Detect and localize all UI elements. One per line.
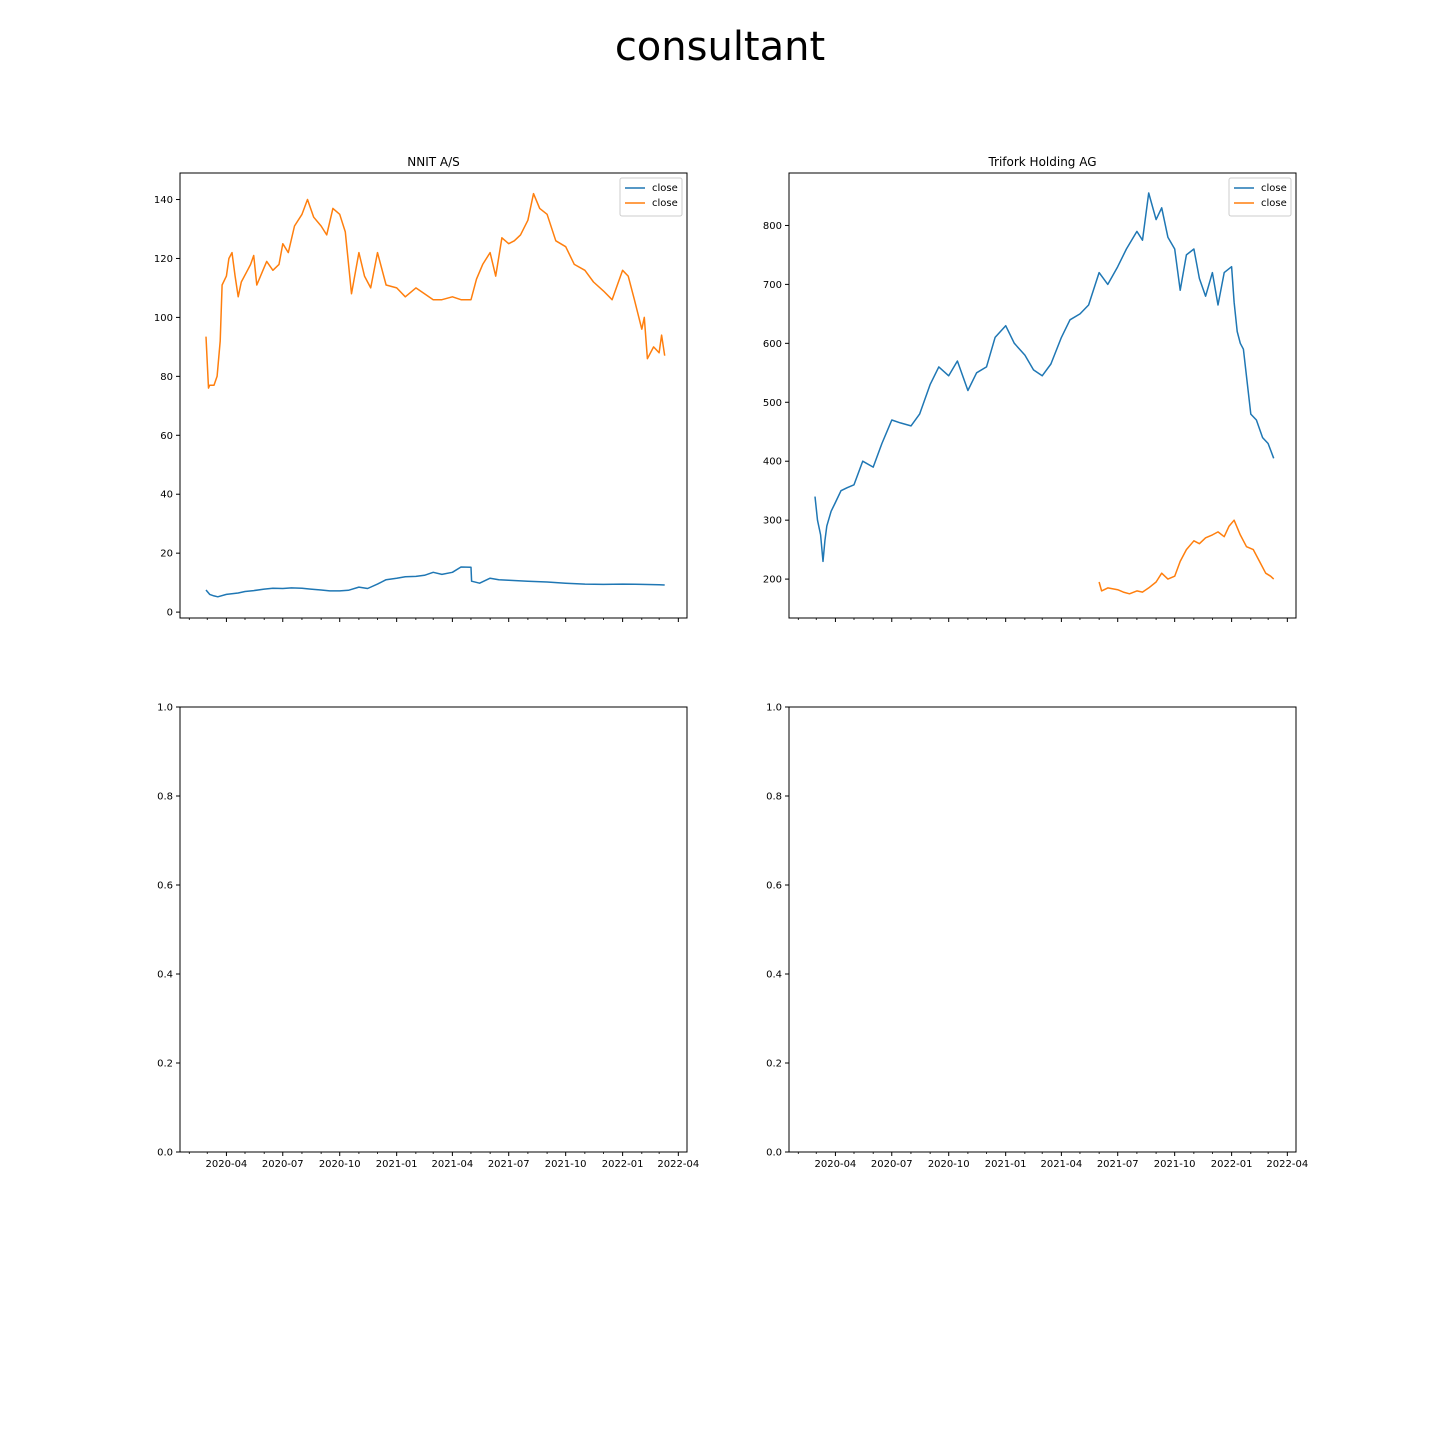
x-tick-label: 2020-04	[206, 1159, 248, 1170]
x-tick-label: 2020-04	[815, 1159, 857, 1170]
x-tick-label: 2021-07	[1097, 1159, 1139, 1170]
series-line-1	[205, 566, 665, 598]
y-tick-label: 1.0	[766, 703, 782, 714]
y-tick-label: 400	[763, 457, 782, 468]
subplot-title: NNIT A/S	[407, 155, 460, 169]
y-tick-label: 40	[160, 490, 173, 501]
y-tick-label: 0.8	[766, 792, 782, 803]
y-tick-label: 0.6	[157, 881, 173, 892]
x-tick-label: 2021-10	[545, 1159, 587, 1170]
x-tick-label: 2020-07	[262, 1159, 304, 1170]
y-tick-label: 0.4	[157, 970, 173, 981]
axes-layer: NNIT A/S020406080100120140closecloseTrif…	[154, 155, 1308, 1170]
x-tick-label: 2021-04	[431, 1159, 473, 1170]
axes-frame	[788, 172, 1297, 619]
legend-label: close	[652, 183, 678, 194]
y-tick-label: 0.2	[157, 1059, 173, 1070]
y-tick-label: 200	[763, 575, 782, 586]
y-tick-label: 700	[763, 280, 782, 291]
y-tick-label: 0.0	[157, 1148, 173, 1159]
subplot-3: 0.0 0.2 0.4 0.6 0.8 1.0 2020-04 2020-07 2020-10 2…	[157, 703, 699, 1171]
subplot-2: Trifork Holding AG 200 300 400 500 600 700 800 c…	[763, 155, 1297, 622]
subplot-4: 0.0 0.2 0.4 0.6 0.8 1.0 2020-04 2020-07 2020-10 2…	[766, 703, 1308, 1171]
x-tick-label: 2021-01	[985, 1159, 1027, 1170]
y-tick-label: 100	[154, 313, 173, 324]
y-tick-label: 140	[154, 195, 173, 206]
subplot-title: Trifork Holding AG	[987, 155, 1096, 169]
figure-suptitle: consultant	[615, 24, 825, 70]
y-tick-label: 800	[763, 221, 782, 232]
y-tick-label: 500	[763, 398, 782, 409]
axes-frame	[179, 706, 688, 1153]
x-tick-label: 2020-10	[928, 1159, 970, 1170]
series-line-2	[205, 192, 666, 389]
y-tick-label: 20	[160, 549, 173, 560]
y-tick-label: 120	[154, 254, 173, 265]
y-tick-label: 600	[763, 339, 782, 350]
x-tick-label: 2022-04	[1266, 1159, 1308, 1170]
y-tick-label: 300	[763, 516, 782, 527]
x-tick-label: 2020-07	[871, 1159, 913, 1170]
legend-label: close	[652, 198, 678, 209]
x-tick-label: 2021-01	[376, 1159, 418, 1170]
x-tick-label: 2022-04	[657, 1159, 699, 1170]
y-tick-label: 0	[167, 608, 173, 619]
legend-label: close	[1261, 198, 1287, 209]
y-tick-label: 0.2	[766, 1059, 782, 1070]
subplot-1: NNIT A/S 0 20 40 60 80 100 120 140 close close	[154, 155, 688, 622]
y-tick-label: 80	[160, 372, 173, 383]
x-tick-label: 2021-10	[1154, 1159, 1196, 1170]
series-line-2	[1098, 519, 1275, 595]
axes-frame	[179, 172, 688, 619]
x-tick-label: 2020-10	[319, 1159, 361, 1170]
x-tick-label: 2021-07	[488, 1159, 530, 1170]
legend-label: close	[1261, 183, 1287, 194]
y-tick-label: 0.8	[157, 792, 173, 803]
y-tick-label: 0.6	[766, 881, 782, 892]
series-line-1	[814, 192, 1275, 563]
x-tick-label: 2021-04	[1040, 1159, 1082, 1170]
y-tick-label: 1.0	[157, 703, 173, 714]
y-tick-label: 0.4	[766, 970, 782, 981]
axes-frame	[788, 706, 1297, 1153]
x-tick-label: 2022-01	[1211, 1159, 1253, 1170]
y-tick-label: 0.0	[766, 1148, 782, 1159]
y-tick-label: 60	[160, 431, 173, 442]
x-tick-label: 2022-01	[602, 1159, 644, 1170]
